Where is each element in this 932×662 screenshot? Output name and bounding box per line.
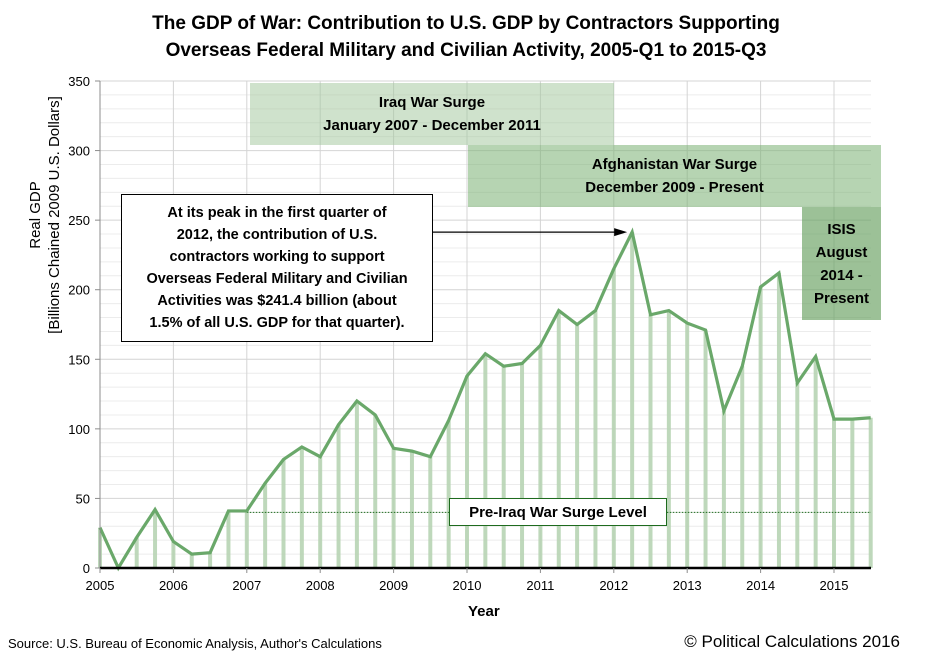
iraq-band-label-line2: January 2007 - December 2011: [323, 117, 541, 134]
callout-line5: Activities was $241.4 billion (about: [157, 293, 397, 309]
x-tick-label: 2005: [86, 578, 115, 593]
afghanistan-band-label-line2: December 2009 - Present: [585, 179, 764, 196]
x-axis-title: Year: [468, 603, 500, 620]
chart-title-line1: The GDP of War: Contribution to U.S. GDP…: [152, 13, 780, 34]
afghanistan-band-label-line1: Afghanistan War Surge: [591, 156, 758, 173]
x-tick-label: 2007: [232, 578, 261, 593]
callout-line1: At its peak in the first quarter of: [167, 205, 387, 221]
isis-band-label-line4: Present: [813, 289, 870, 307]
y-axis-title-line2: [Billions Chained 2009 U.S. Dollars]: [46, 96, 63, 334]
y-axis-title: Real GDP [Billions Chained 2009 U.S. Dol…: [26, 45, 64, 385]
y-axis-title-line1: Real GDP: [27, 181, 44, 249]
annotation-arrow-group: [433, 228, 628, 237]
isis-band-label-line3: 2014 -: [820, 266, 863, 284]
callout-line4: Overseas Federal Military and Civilian: [146, 271, 408, 287]
x-tick-label: 2013: [673, 578, 702, 593]
x-tick-label: 2011: [526, 578, 554, 593]
chart-title: The GDP of War: Contribution to U.S. GDP…: [0, 10, 932, 64]
x-tick-label: 2012: [599, 578, 628, 593]
x-tick-label: 2014: [746, 578, 775, 593]
y-tick-label: 300: [68, 144, 90, 159]
series-line-group: [98, 227, 871, 572]
y-tick-labels: 0 50 100 150 200 250 300 350: [68, 74, 90, 576]
y-tick-label: 50: [76, 491, 90, 506]
callout-line6: 1.5% of all U.S. GDP for that quarter).: [149, 315, 405, 331]
y-tick-label: 100: [68, 422, 90, 437]
x-tick-labels: 2005 2006 2007 2008 2009 2010 2011 2012 2013 2014…: [86, 578, 849, 593]
x-tick-label: 2010: [453, 578, 482, 593]
callout-line3: contractors working to support: [169, 249, 385, 265]
x-tick-label: 2009: [379, 578, 408, 593]
callout-line2: 2012, the contribution of U.S.: [176, 227, 378, 243]
copyright-note: © Political Calculations 2016: [684, 632, 900, 651]
chart-title-line2: Overseas Federal Military and Civilian A…: [165, 40, 767, 61]
y-tick-label: 0: [83, 561, 90, 576]
iraq-war-surge-band: Iraq War Surge January 2007 - December 2…: [250, 83, 614, 145]
pre-iraq-surge-level-label: Pre-Iraq War Surge Level: [449, 498, 667, 526]
annotation-arrow-head: [614, 228, 628, 237]
peak-annotation-callout: At its peak in the first quarter of 2012…: [121, 194, 433, 342]
isis-band-label-line2: August: [815, 243, 868, 261]
drop-lines: [98, 232, 873, 568]
iraq-band-label-line1: Iraq War Surge: [378, 94, 486, 111]
y-tick-label: 200: [68, 283, 90, 298]
x-tick-label: 2008: [306, 578, 335, 593]
y-tick-label: 150: [68, 352, 90, 367]
isis-band: ISIS August 2014 - Present: [802, 207, 881, 320]
source-note: Source: U.S. Bureau of Economic Analysis…: [8, 636, 382, 651]
axes: [95, 80, 871, 573]
x-tick-label: 2015: [820, 578, 849, 593]
afghanistan-war-surge-band: Afghanistan War Surge December 2009 - Pr…: [468, 145, 881, 207]
y-tick-label: 250: [68, 213, 90, 228]
x-tick-label: 2006: [159, 578, 188, 593]
isis-band-label-line1: ISIS: [827, 220, 856, 238]
y-tick-label: 350: [68, 74, 90, 89]
